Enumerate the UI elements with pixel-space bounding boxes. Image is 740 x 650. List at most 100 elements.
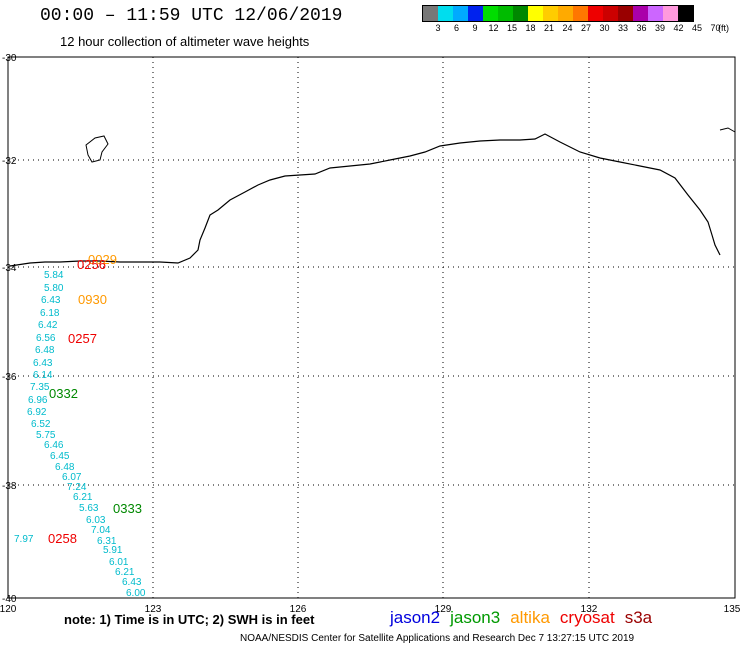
wave-height-value: 6.43 <box>122 577 142 588</box>
wave-height-value: 6.31 <box>97 536 117 547</box>
wave-height-value: 6.42 <box>38 320 58 331</box>
color-swatch <box>528 6 543 21</box>
wave-height-value: 5.80 <box>44 283 64 294</box>
coast-fragment <box>719 127 736 133</box>
wave-height-value: 7.04 <box>91 525 111 536</box>
color-scale-label: 6 <box>453 23 460 33</box>
color-swatch <box>603 6 618 21</box>
latitude-label: -40 <box>2 594 17 605</box>
color-scale-label: 42 <box>673 23 684 33</box>
wave-height-value: 6.92 <box>27 407 47 418</box>
footer-note: note: 1) Time is in UTC; 2) SWH is in fe… <box>64 612 315 627</box>
wave-height-value: 5.75 <box>36 430 56 441</box>
color-scale-bar <box>422 5 694 22</box>
wave-height-value: 6.07 <box>62 472 82 483</box>
satellite-legend-item: cryosat <box>559 608 615 627</box>
color-scale-label: 30 <box>599 23 610 33</box>
latitude-label: -32 <box>2 156 17 167</box>
color-swatch <box>498 6 513 21</box>
color-swatch <box>513 6 528 21</box>
graticule <box>8 57 735 598</box>
island-outline <box>85 135 109 163</box>
wave-height-value: 6.45 <box>50 451 70 462</box>
longitude-label: 132 <box>581 604 598 615</box>
satellite-legend-item: s3a <box>624 608 653 627</box>
color-scale-label: 18 <box>525 23 536 33</box>
wave-height-value: 6.96 <box>28 395 48 406</box>
wave-height-value: 7.24 <box>67 482 87 493</box>
wave-height-value: 6.43 <box>33 358 53 369</box>
latitude-label: -30 <box>2 53 17 64</box>
longitude-label: 135 <box>724 604 740 615</box>
pass-time-label: 0332 <box>49 386 78 401</box>
color-swatch <box>633 6 648 21</box>
wave-height-values: 5.845.806.436.186.426.566.486.436.147.35… <box>14 270 146 599</box>
color-swatch <box>558 6 573 21</box>
color-scale-unit: (ft) <box>718 23 729 33</box>
wave-height-value: 6.21 <box>115 567 135 578</box>
color-swatch <box>648 6 663 21</box>
color-scale-label: 3 <box>435 23 441 33</box>
wave-height-value: 6.03 <box>86 515 106 526</box>
wave-height-value: 6.48 <box>35 345 55 356</box>
longitude-label: 120 <box>0 604 17 615</box>
wave-height-value: 6.21 <box>73 492 93 503</box>
latitude-label: -34 <box>2 263 17 274</box>
color-swatch <box>543 6 558 21</box>
color-swatch <box>453 6 468 21</box>
color-scale-label: 27 <box>580 23 592 33</box>
color-scale-label: 33 <box>617 23 629 33</box>
pass-time-label: 0257 <box>68 331 97 346</box>
wave-height-value: 6.48 <box>55 462 75 473</box>
longitude-labels: 120 123 126 129 132 135 <box>0 604 740 615</box>
color-scale-label: 15 <box>506 23 518 33</box>
satellite-legend-item: jason3 <box>450 608 501 627</box>
wave-height-value: 7.35 <box>30 382 50 393</box>
color-swatch <box>573 6 588 21</box>
pass-time-label: 0029 <box>88 252 117 267</box>
color-swatch <box>438 6 453 21</box>
map-frame <box>7 56 736 599</box>
wave-height-value: 6.00 <box>126 588 146 599</box>
color-swatch <box>483 6 498 21</box>
wave-height-value: 6.14 <box>33 370 53 381</box>
wave-height-value: 6.56 <box>36 333 56 344</box>
latitude-label: -36 <box>2 372 17 383</box>
color-swatch <box>618 6 633 21</box>
longitude-label: 129 <box>435 604 452 615</box>
wave-height-value: 6.18 <box>40 308 60 319</box>
wave-height-value: 6.43 <box>41 295 61 306</box>
wave-height-value: 6.52 <box>31 419 51 430</box>
longitude-label: 126 <box>290 604 307 615</box>
color-swatch <box>678 6 693 21</box>
wave-height-value: 6.46 <box>44 440 64 451</box>
wave-height-value: 5.91 <box>103 545 123 556</box>
wave-height-value: 5.84 <box>44 270 64 281</box>
map-title: 00:00 – 11:59 UTC 12/06/2019 <box>40 6 343 26</box>
pass-time-label: 0256 <box>77 257 106 272</box>
color-scale-label: 36 <box>636 23 647 33</box>
color-swatch <box>468 6 483 21</box>
color-scale-label: 24 <box>562 23 573 33</box>
map-subtitle: 12 hour collection of altimeter wave hei… <box>60 34 310 49</box>
pass-time-label: 0258 <box>48 531 77 546</box>
color-scale-label: 45 <box>691 23 703 33</box>
color-scale-label: 39 <box>654 23 666 33</box>
footer-credit: NOAA/NESDIS Center for Satellite Applica… <box>240 633 635 644</box>
color-swatch <box>588 6 603 21</box>
pass-time-label: 0930 <box>78 292 107 307</box>
color-scale-label: 70 <box>710 23 721 33</box>
latitude-label: -38 <box>2 481 17 492</box>
coastline <box>9 133 721 267</box>
color-scale-label: 21 <box>543 23 555 33</box>
wave-height-value: 7.97 <box>14 534 34 545</box>
wave-height-value: 5.63 <box>79 503 99 514</box>
wave-height-value: 6.01 <box>109 557 129 568</box>
color-swatch <box>423 6 438 21</box>
color-scale-label: 9 <box>472 23 478 33</box>
pass-time-label: 0333 <box>113 501 142 516</box>
color-swatch <box>663 6 678 21</box>
